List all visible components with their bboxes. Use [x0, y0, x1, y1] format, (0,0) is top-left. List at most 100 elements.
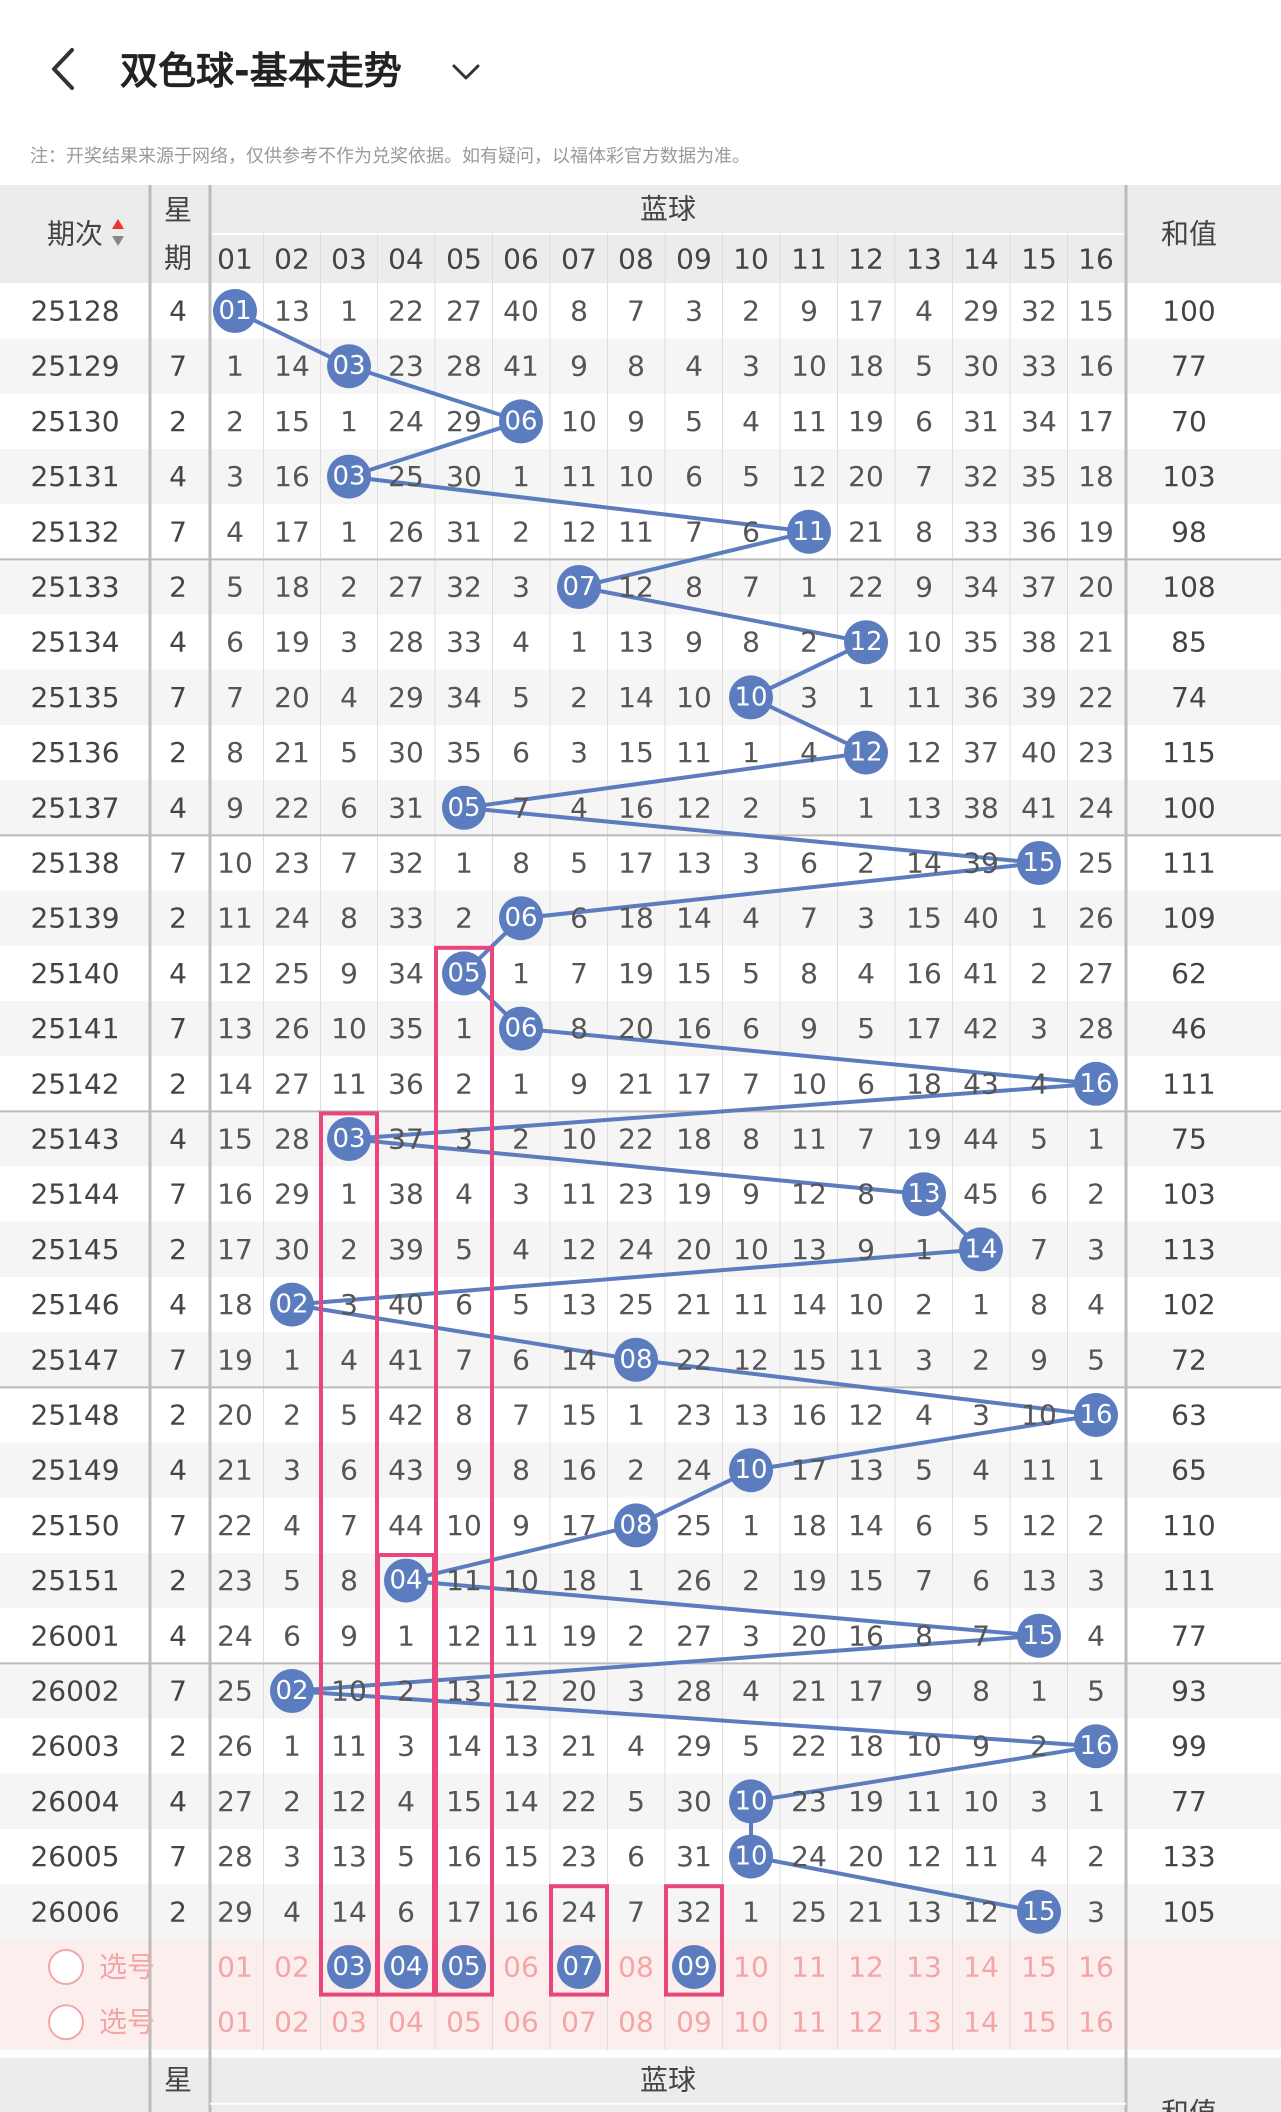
miss-count: 5	[742, 957, 760, 990]
sum-value: 113	[1162, 1233, 1215, 1266]
miss-count: 4	[226, 515, 244, 548]
select-number[interactable]: 07	[561, 2006, 597, 2039]
sum-value: 62	[1171, 957, 1207, 990]
select-number[interactable]: 08	[618, 1951, 654, 1984]
weekday: 4	[169, 626, 187, 659]
miss-count: 27	[1078, 957, 1114, 990]
miss-count: 13	[676, 847, 712, 880]
select-number[interactable]: 09	[676, 2006, 712, 2039]
miss-count: 6	[857, 1067, 875, 1100]
selected-ball-number[interactable]: 09	[677, 1952, 710, 1982]
select-number[interactable]: 15	[1021, 2006, 1057, 2039]
select-number[interactable]: 10	[733, 2006, 769, 2039]
select-number[interactable]: 16	[1078, 1951, 1114, 1984]
miss-count: 9	[915, 1675, 933, 1708]
miss-count: 2	[1087, 1509, 1105, 1542]
blue-ball-hit	[902, 1172, 946, 1217]
selected-ball[interactable]	[327, 1945, 371, 1989]
miss-count: 40	[503, 295, 539, 328]
miss-count: 10	[906, 626, 942, 659]
sort-down-icon[interactable]	[112, 236, 124, 246]
miss-count: 16	[561, 1454, 597, 1487]
miss-count: 3	[340, 1288, 358, 1321]
select-radio[interactable]	[48, 1949, 84, 1985]
back-arrow-icon[interactable]	[40, 44, 90, 94]
miss-count: 35	[1021, 460, 1057, 493]
blue-ball-hit	[844, 730, 888, 775]
selected-ball-number[interactable]: 07	[562, 1952, 595, 1982]
miss-count: 19	[906, 1123, 942, 1156]
select-number[interactable]: 14	[963, 1951, 999, 1984]
miss-count: 5	[1087, 1675, 1105, 1708]
miss-count: 16	[906, 957, 942, 990]
miss-count: 2	[512, 515, 530, 548]
blue-ball-number: 04	[389, 1566, 422, 1596]
selected-ball-number[interactable]: 04	[389, 1952, 422, 1982]
select-number[interactable]: 13	[906, 2006, 942, 2039]
select-number[interactable]: 06	[503, 1951, 539, 1984]
miss-count: 6	[340, 791, 358, 824]
issue-number: 25134	[30, 626, 119, 659]
selected-ball-number[interactable]: 03	[332, 1952, 365, 1982]
miss-count: 18	[848, 350, 884, 383]
select-number[interactable]: 12	[848, 1951, 884, 1984]
sum-value: 111	[1162, 1067, 1215, 1100]
selected-ball[interactable]	[442, 1945, 486, 1989]
miss-count: 4	[283, 1509, 301, 1542]
select-label[interactable]: 选号	[99, 2006, 155, 2039]
miss-count: 30	[388, 736, 424, 769]
miss-count: 1	[742, 1509, 760, 1542]
selected-ball[interactable]	[672, 1945, 716, 1989]
weekday: 7	[169, 847, 187, 880]
miss-count: 4	[512, 1233, 530, 1266]
miss-count: 24	[388, 405, 424, 438]
miss-count: 1	[512, 957, 530, 990]
miss-count: 1	[1030, 902, 1048, 935]
miss-count: 5	[226, 571, 244, 604]
select-number[interactable]: 10	[733, 1951, 769, 1984]
select-number[interactable]: 06	[503, 2006, 539, 2039]
header-number: 15	[1021, 243, 1057, 276]
miss-count: 6	[742, 1012, 760, 1045]
blue-ball-hit	[959, 1227, 1003, 1272]
select-number[interactable]: 01	[217, 1951, 253, 1984]
select-number[interactable]: 12	[848, 2006, 884, 2039]
select-number[interactable]: 14	[963, 2006, 999, 2039]
miss-count: 5	[1087, 1343, 1105, 1376]
select-number[interactable]: 04	[388, 2006, 424, 2039]
select-number[interactable]: 15	[1021, 1951, 1057, 1984]
sum-value: 65	[1171, 1454, 1207, 1487]
miss-count: 14	[848, 1509, 884, 1542]
select-number[interactable]: 08	[618, 2006, 654, 2039]
miss-count: 3	[283, 1454, 301, 1487]
header-issue[interactable]: 期次	[47, 218, 103, 251]
selected-ball[interactable]	[557, 1945, 601, 1989]
select-number[interactable]: 11	[791, 2006, 827, 2039]
select-label[interactable]: 选号	[99, 1951, 155, 1984]
miss-count: 4	[1087, 1619, 1105, 1652]
selected-ball-number[interactable]: 05	[447, 1952, 480, 1982]
selected-ball[interactable]	[384, 1945, 428, 1989]
issue-number: 25141	[30, 1012, 119, 1045]
select-number[interactable]: 02	[274, 2006, 310, 2039]
sort-up-icon[interactable]	[112, 219, 124, 229]
miss-count: 8	[512, 1454, 530, 1487]
select-number[interactable]: 01	[217, 2006, 253, 2039]
select-number[interactable]: 05	[446, 2006, 482, 2039]
select-number[interactable]: 16	[1078, 2006, 1114, 2039]
header-number: 13	[906, 243, 942, 276]
header-number: 11	[791, 243, 827, 276]
miss-count: 31	[388, 791, 424, 824]
chevron-down-icon[interactable]	[446, 52, 486, 92]
issue-number: 25139	[30, 902, 119, 935]
select-radio[interactable]	[48, 2004, 84, 2041]
select-number[interactable]: 02	[274, 1951, 310, 1984]
miss-count: 10	[618, 460, 654, 493]
select-number[interactable]: 13	[906, 1951, 942, 1984]
miss-count: 10	[446, 1509, 482, 1542]
miss-count: 37	[388, 1123, 424, 1156]
select-number[interactable]: 11	[791, 1951, 827, 1984]
select-number[interactable]: 03	[331, 2006, 367, 2039]
miss-count: 3	[340, 626, 358, 659]
miss-count: 27	[676, 1619, 712, 1652]
